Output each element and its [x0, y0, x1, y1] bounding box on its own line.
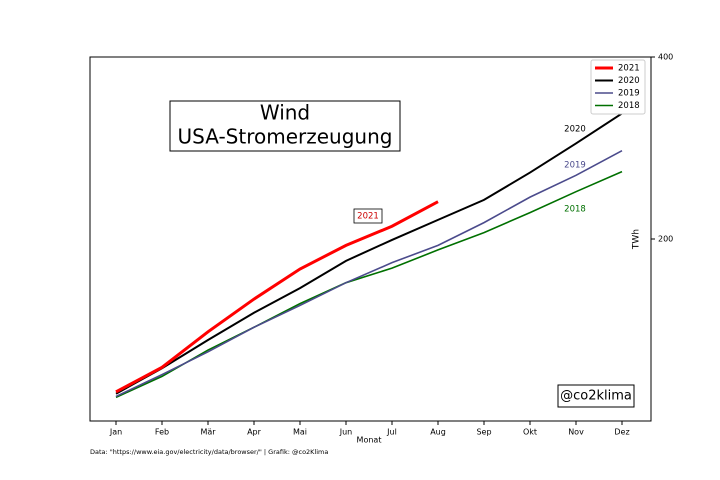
legend-label: 2019 [618, 89, 640, 99]
annotation: 2020 [564, 125, 586, 135]
x-tick-label: Mär [200, 428, 216, 437]
x-tick-label: Nov [568, 428, 584, 437]
annotation: 2019 [564, 161, 586, 171]
source-note: Data: "https://www.eia.gov/electricity/d… [90, 448, 328, 456]
x-axis-label: Monat [357, 436, 382, 445]
series-line [115, 112, 623, 395]
series-line [115, 170, 623, 399]
y-tick-label: 400 [658, 53, 673, 62]
y-axis-label: TWh [632, 229, 642, 250]
legend-box [590, 59, 646, 115]
x-tick-label: Jun [339, 428, 353, 437]
chart-title: Wind [260, 101, 310, 125]
series-line [115, 200, 439, 394]
legend-label: 2018 [618, 101, 640, 111]
annotation: 2021 [357, 212, 379, 222]
legend-label: 2020 [618, 76, 640, 86]
watermark-box [557, 384, 635, 408]
x-tick-label: Aug [430, 428, 446, 437]
chart-subtitle: USA-Stromerzeugung [178, 125, 393, 149]
x-tick-label: Jan [109, 428, 122, 437]
title-box [169, 100, 401, 152]
x-tick-label: Jul [386, 428, 397, 437]
x-tick-label: Dez [614, 428, 629, 437]
annotation-box [353, 208, 383, 224]
x-tick-label: Mai [293, 428, 307, 437]
legend-label: 2021 [618, 64, 640, 74]
watermark: @co2klima [560, 389, 632, 404]
x-tick-label: Okt [523, 428, 537, 437]
x-tick-label: Feb [155, 428, 169, 437]
series-line [115, 150, 623, 398]
x-tick-label: Sep [476, 428, 491, 437]
annotation: 2018 [564, 205, 586, 215]
y-tick-label: 200 [658, 235, 673, 244]
x-tick-label: Apr [247, 428, 262, 437]
